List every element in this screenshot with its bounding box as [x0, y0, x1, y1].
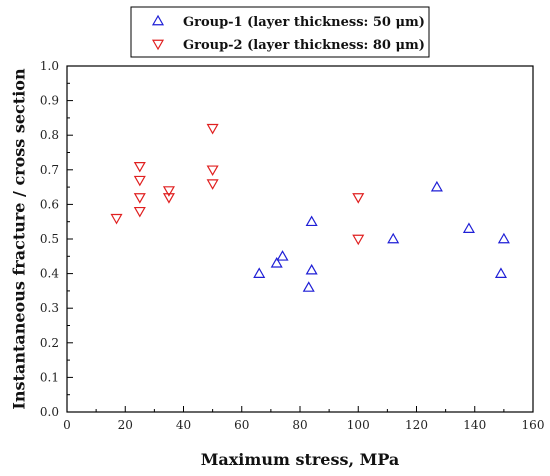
x-axis-title: Maximum stress, MPa — [201, 450, 400, 469]
data-point — [387, 232, 400, 244]
legend: Group-1 (layer thickness: 50 μm) Group-2 … — [130, 6, 430, 58]
plot-frame — [66, 65, 534, 413]
data-point — [305, 215, 318, 227]
data-point — [206, 123, 219, 135]
legend-marker — [151, 14, 165, 26]
x-tick-label: 40 — [176, 418, 191, 432]
y-axis: 0.0 0.1 0.2 0.3 0.4 0.5 0.6 0.7 0.8 0.9 1.0 — [40, 59, 73, 419]
data-point — [110, 213, 123, 225]
data-point — [494, 267, 507, 278]
data-point — [133, 175, 146, 187]
data-point — [462, 222, 475, 233]
legend-marker — [151, 39, 165, 51]
data-point — [133, 206, 146, 218]
data-point — [352, 193, 365, 204]
data-point — [270, 257, 283, 268]
plot-area — [66, 65, 534, 413]
legend-label: Group-1 (layer thickness: 50 μm) — [183, 15, 425, 30]
y-tick-label: 0.4 — [40, 267, 59, 281]
legend-box — [130, 6, 430, 58]
data-point — [162, 193, 175, 204]
y-tick-label: 1.0 — [40, 59, 59, 73]
data-point — [162, 186, 175, 197]
data-point — [352, 234, 365, 246]
y-tick-label: 0.5 — [40, 232, 59, 246]
y-tick-label: 0.0 — [40, 405, 59, 419]
data-point — [497, 232, 510, 244]
data-point — [133, 161, 146, 173]
x-tick-label: 160 — [522, 418, 545, 432]
data-point — [133, 193, 146, 204]
x-tick-label: 100 — [347, 418, 370, 432]
data-point — [305, 263, 318, 275]
legend-label: Group-2 (layer thickness: 80 μm) — [183, 38, 425, 53]
y-tick-label: 0.9 — [40, 94, 59, 108]
data-point — [276, 250, 289, 261]
data-point — [206, 165, 219, 177]
y-tick-label: 0.1 — [40, 370, 59, 384]
data-point — [302, 281, 315, 292]
y-tick-label: 0.3 — [40, 301, 59, 315]
y-tick-label: 0.6 — [40, 197, 59, 211]
y-tick-label: 0.8 — [40, 128, 59, 142]
x-tick-label: 0 — [63, 418, 71, 432]
y-axis-title: Instantaneous fracture / cross section — [10, 68, 29, 410]
x-axis: 0 20 40 60 80 100 120 140 160 — [63, 406, 544, 432]
x-tick-label: 20 — [118, 418, 133, 432]
x-tick-label: 60 — [234, 418, 249, 432]
x-tick-label: 140 — [463, 418, 486, 432]
x-tick-label: 120 — [405, 418, 428, 432]
data-point — [253, 267, 266, 278]
x-tick-label: 80 — [292, 418, 307, 432]
data-point — [206, 179, 219, 190]
y-tick-label: 0.2 — [40, 336, 59, 350]
y-tick-label: 0.7 — [40, 163, 59, 177]
data-point — [430, 180, 443, 192]
